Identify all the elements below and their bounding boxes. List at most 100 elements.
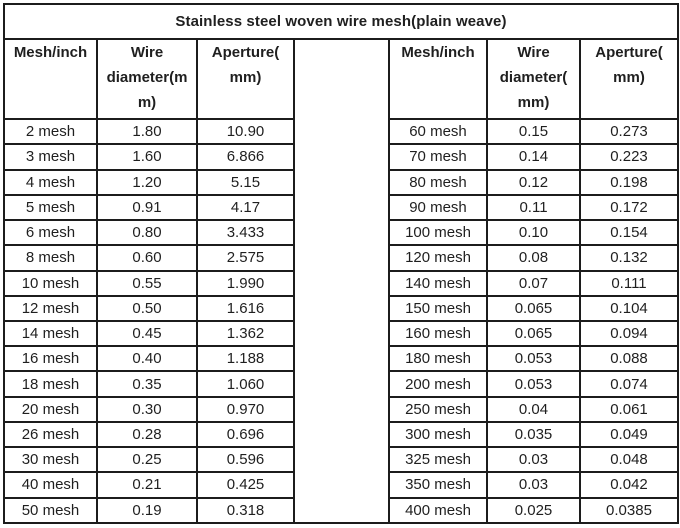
mesh-table-body: Stainless steel woven wire mesh(plain we… xyxy=(3,2,679,525)
table-cell: 0.425 xyxy=(196,471,295,499)
table-cell: 0.104 xyxy=(579,294,679,322)
table-cell: 1.60 xyxy=(96,143,198,171)
table-cell: 0.55 xyxy=(96,269,198,297)
table-cell: 0.035 xyxy=(486,420,581,449)
table-cell: 1.060 xyxy=(196,370,295,398)
table-cell: 1.990 xyxy=(196,269,295,297)
table-row: 16 mesh 0.40 1.188 180 mesh 0.053 0.088 xyxy=(3,345,679,373)
table-row: 14 mesh 0.45 1.362 160 mesh 0.065 0.094 xyxy=(3,319,679,348)
table-cell: 4.17 xyxy=(196,193,295,222)
table-cell: 0.03 xyxy=(486,471,581,499)
table-cell: 0.154 xyxy=(579,219,679,247)
table-cell: 0.172 xyxy=(579,193,679,222)
table-cell: 2 mesh xyxy=(3,118,98,146)
table-cell: 0.596 xyxy=(196,446,295,474)
table-cell: 0.970 xyxy=(196,395,295,423)
table-cell: 2.575 xyxy=(196,244,295,272)
table-row: 10 mesh 0.55 1.990 140 mesh 0.07 0.111 xyxy=(3,269,679,297)
table-cell: 20 mesh xyxy=(3,395,98,423)
table-row: 8 mesh 0.60 2.575 120 mesh 0.08 0.132 xyxy=(3,244,679,272)
table-divider-column xyxy=(293,38,390,524)
table-cell: 90 mesh xyxy=(388,193,488,222)
table-cell: 40 mesh xyxy=(3,471,98,499)
table-cell: 14 mesh xyxy=(3,319,98,348)
table-cell: 0.065 xyxy=(486,319,581,348)
table-cell: 18 mesh xyxy=(3,370,98,398)
table-cell: 0.025 xyxy=(486,496,581,525)
table-cell: 6.866 xyxy=(196,143,295,171)
table-cell: 0.91 xyxy=(96,193,198,222)
table-cell: 0.08 xyxy=(486,244,581,272)
table-cell: 140 mesh xyxy=(388,269,488,297)
table-row: 6 mesh 0.80 3.433 100 mesh 0.10 0.154 xyxy=(3,219,679,247)
table-title: Stainless steel woven wire mesh(plain we… xyxy=(3,2,679,41)
table-cell: 0.25 xyxy=(96,446,198,474)
table-cell: 200 mesh xyxy=(388,370,488,398)
table-cell: 120 mesh xyxy=(388,244,488,272)
table-cell: 0.12 xyxy=(486,168,581,196)
table-cell: 60 mesh xyxy=(388,118,488,146)
table-cell: 160 mesh xyxy=(388,319,488,348)
table-cell: 1.616 xyxy=(196,294,295,322)
table-cell: 325 mesh xyxy=(388,446,488,474)
table-cell: 16 mesh xyxy=(3,345,98,373)
table-cell: 0.111 xyxy=(579,269,679,297)
table-cell: 5.15 xyxy=(196,168,295,196)
table-cell: 250 mesh xyxy=(388,395,488,423)
table-cell: 100 mesh xyxy=(388,219,488,247)
table-cell: 0.0385 xyxy=(579,496,679,525)
table-cell: 150 mesh xyxy=(388,294,488,322)
table-cell: 0.35 xyxy=(96,370,198,398)
table-cell: 0.088 xyxy=(579,345,679,373)
table-cell: 1.20 xyxy=(96,168,198,196)
table-cell: 0.053 xyxy=(486,345,581,373)
table-cell: 400 mesh xyxy=(388,496,488,525)
table-cell: 4 mesh xyxy=(3,168,98,196)
mesh-table: Stainless steel woven wire mesh(plain we… xyxy=(3,2,679,525)
table-cell: 0.696 xyxy=(196,420,295,449)
right-header-wire-diameter: Wire diameter( mm) xyxy=(486,38,581,121)
table-cell: 0.094 xyxy=(579,319,679,348)
table-cell: 12 mesh xyxy=(3,294,98,322)
table-cell: 0.14 xyxy=(486,143,581,171)
table-row: 40 mesh 0.21 0.425 350 mesh 0.03 0.042 xyxy=(3,471,679,499)
table-cell: 0.11 xyxy=(486,193,581,222)
table-cell: 0.30 xyxy=(96,395,198,423)
table-cell: 0.318 xyxy=(196,496,295,525)
table-cell: 0.28 xyxy=(96,420,198,449)
table-cell: 0.40 xyxy=(96,345,198,373)
left-header-aperture: Aperture( mm) xyxy=(196,38,295,121)
table-cell: 1.362 xyxy=(196,319,295,348)
table-cell: 0.053 xyxy=(486,370,581,398)
table-cell: 0.10 xyxy=(486,219,581,247)
table-cell: 0.04 xyxy=(486,395,581,423)
table-cell: 0.19 xyxy=(96,496,198,525)
header-row: Mesh/inch Wire diameter(m m) Aperture( m… xyxy=(3,38,679,524)
table-cell: 0.048 xyxy=(579,446,679,474)
right-header-mesh-per-inch: Mesh/inch xyxy=(388,38,488,121)
table-cell: 0.061 xyxy=(579,395,679,423)
table-cell: 0.50 xyxy=(96,294,198,322)
table-row: 2 mesh 1.80 10.90 60 mesh 0.15 0.273 xyxy=(3,118,679,146)
table-cell: 0.132 xyxy=(579,244,679,272)
table-cell: 0.049 xyxy=(579,420,679,449)
table-cell: 0.07 xyxy=(486,269,581,297)
table-row: 18 mesh 0.35 1.060 200 mesh 0.053 0.074 xyxy=(3,370,679,398)
table-cell: 1.80 xyxy=(96,118,198,146)
table-cell: 70 mesh xyxy=(388,143,488,171)
table-cell: 5 mesh xyxy=(3,193,98,222)
table-cell: 6 mesh xyxy=(3,219,98,247)
table-cell: 10 mesh xyxy=(3,269,98,297)
table-cell: 300 mesh xyxy=(388,420,488,449)
table-cell: 0.15 xyxy=(486,118,581,146)
table-cell: 50 mesh xyxy=(3,496,98,525)
table-cell: 0.223 xyxy=(579,143,679,171)
table-row: 50 mesh 0.19 0.318 400 mesh 0.025 0.0385 xyxy=(3,496,679,525)
table-row: 12 mesh 0.50 1.616 150 mesh 0.065 0.104 xyxy=(3,294,679,322)
table-cell: 0.60 xyxy=(96,244,198,272)
table-cell: 0.273 xyxy=(579,118,679,146)
table-cell: 1.188 xyxy=(196,345,295,373)
table-cell: 350 mesh xyxy=(388,471,488,499)
table-cell: 8 mesh xyxy=(3,244,98,272)
